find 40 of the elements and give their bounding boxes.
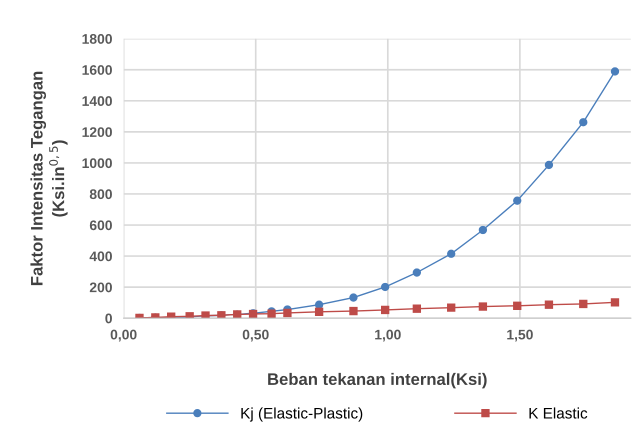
y-tick-label: 1200 [82,127,112,138]
y-tick-label: 1000 [82,158,112,168]
point [513,196,522,205]
point [478,226,488,234]
y-tick-label: 800 [90,189,112,200]
point [544,160,554,170]
legend-label: K Elastic [529,407,588,419]
y-tick-label: 1400 [82,96,112,106]
y-tick-label: 200 [90,282,112,292]
point [513,302,522,310]
point [412,268,422,277]
point [478,302,488,311]
point [579,118,588,126]
y-tick-label: 1800 [82,34,112,44]
y-axis-title: Faktor Intensitas Tegangan (Ksi.in$^{0,5}$) [30,72,68,286]
x-tick-label: 1,00 [375,330,401,342]
legend-label: Kj (Elastic-Plastic) [241,407,362,422]
point [610,67,620,76]
point [267,310,276,318]
y-tick-label: 0 [105,314,112,324]
point [610,298,620,307]
y-tick-label: 600 [90,220,112,230]
point [349,306,358,316]
point [579,300,588,308]
x-axis-title: Beban tekanan internal(Ksi) [268,372,487,388]
y-tick-label: 400 [90,251,112,262]
point [447,250,456,258]
x-tick-label: 1,50 [507,330,533,342]
x-tick-label: 0,50 [242,330,269,342]
point [283,308,292,318]
point [447,303,456,312]
point [412,304,422,313]
point [380,282,390,292]
point [380,306,390,314]
x-tick-label: 0,00 [110,330,137,342]
point [544,300,554,309]
point [349,293,358,302]
point [314,300,324,309]
point [314,308,324,316]
y-tick-label: 1600 [82,65,112,75]
